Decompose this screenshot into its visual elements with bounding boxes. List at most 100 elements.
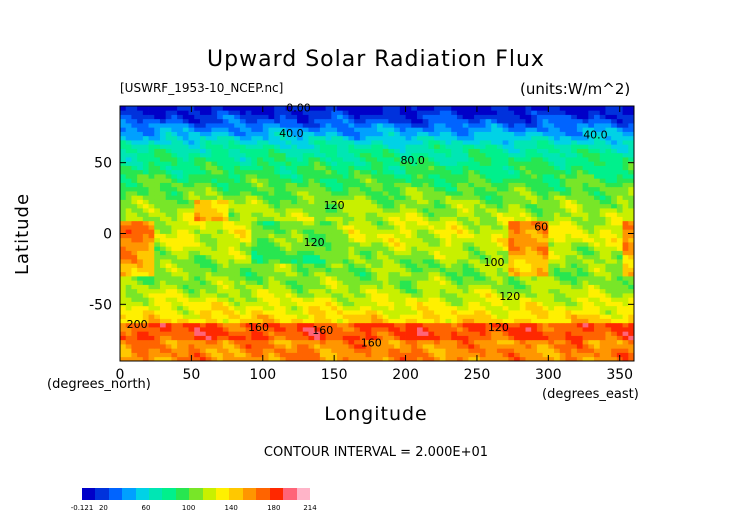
heatmap-cell <box>508 182 515 188</box>
heatmap-cell <box>582 169 589 175</box>
heatmap-cell <box>611 242 618 247</box>
heatmap-cell <box>171 229 178 234</box>
heatmap-cell <box>159 212 167 217</box>
heatmap-cell <box>148 169 155 175</box>
heatmap-cell <box>319 322 326 328</box>
heatmap-cell <box>211 203 218 209</box>
heatmap-cell <box>319 271 326 277</box>
heatmap-cell <box>314 178 321 183</box>
heatmap-cell <box>405 216 412 222</box>
heatmap-cell <box>628 174 635 179</box>
heatmap-cell <box>508 165 515 171</box>
heatmap-cell <box>120 318 127 324</box>
heatmap-cell <box>428 174 435 179</box>
heatmap-cell <box>588 335 595 341</box>
heatmap-cell <box>599 195 606 200</box>
heatmap-cell <box>228 157 235 162</box>
heatmap-cell <box>599 169 606 175</box>
heatmap-cell <box>365 356 372 362</box>
heatmap-cell <box>125 169 132 175</box>
heatmap-cell <box>125 216 132 222</box>
heatmap-cell <box>285 191 292 196</box>
heatmap-cell <box>268 310 275 315</box>
heatmap-cell <box>137 123 144 128</box>
heatmap-cell <box>371 186 378 192</box>
heatmap-cell <box>519 322 526 328</box>
heatmap-cell <box>411 178 418 183</box>
heatmap-cell <box>605 212 612 217</box>
heatmap-cell <box>159 152 167 158</box>
heatmap-cell <box>371 152 378 158</box>
heatmap-cell <box>388 339 395 345</box>
heatmap-cell <box>628 131 635 137</box>
heatmap-cell <box>297 165 304 171</box>
heatmap-cell <box>456 322 464 328</box>
heatmap-cell <box>439 157 446 162</box>
heatmap-cell <box>205 182 212 188</box>
heatmap-cell <box>536 174 544 179</box>
heatmap-cell <box>576 314 583 319</box>
heatmap-cell <box>479 237 486 243</box>
heatmap-cell <box>262 348 269 353</box>
heatmap-cell <box>365 344 372 349</box>
heatmap-cell <box>491 297 498 302</box>
heatmap-cell <box>148 280 155 285</box>
heatmap-cell <box>131 267 138 273</box>
heatmap-cell <box>257 356 264 362</box>
heatmap-cell <box>125 246 132 251</box>
heatmap-cell <box>148 178 155 183</box>
heatmap-cell <box>576 229 583 234</box>
heatmap-cell <box>217 293 224 298</box>
heatmap-cell <box>456 135 464 141</box>
heatmap-cell <box>262 225 269 230</box>
heatmap-cell <box>194 280 201 285</box>
heatmap-cell <box>576 131 583 137</box>
heatmap-cell <box>125 237 132 243</box>
heatmap-cell <box>611 271 618 277</box>
heatmap-cell <box>177 322 184 328</box>
heatmap-cell <box>302 293 309 298</box>
heatmap-cell <box>388 280 395 285</box>
heatmap-cell <box>594 250 601 256</box>
heatmap-cell <box>491 263 498 268</box>
heatmap-cell <box>125 344 132 349</box>
heatmap-cell <box>468 161 475 166</box>
heatmap-cell <box>365 161 372 166</box>
heatmap-cell <box>142 233 149 239</box>
heatmap-cell <box>411 165 418 171</box>
heatmap-cell <box>628 356 635 362</box>
heatmap-cell <box>131 140 138 145</box>
heatmap-cell <box>302 152 309 158</box>
heatmap-cell <box>148 310 155 315</box>
heatmap-cell <box>251 186 258 192</box>
heatmap-cell <box>582 327 589 332</box>
heatmap-cell <box>588 191 595 196</box>
heatmap-cell <box>405 305 412 311</box>
heatmap-cell <box>331 352 338 358</box>
heatmap-cell <box>514 310 521 315</box>
heatmap-cell <box>251 352 258 358</box>
heatmap-cell <box>291 199 298 205</box>
heatmap-cell <box>325 182 332 188</box>
heatmap-cell <box>325 144 332 149</box>
heatmap-cell <box>354 161 361 166</box>
heatmap-cell <box>474 284 481 290</box>
heatmap-cell <box>331 310 338 315</box>
heatmap-cell <box>422 254 429 260</box>
heatmap-cell <box>257 348 264 353</box>
heatmap-cell <box>616 339 623 345</box>
heatmap-cell <box>485 352 492 358</box>
heatmap-cell <box>428 220 435 226</box>
heatmap-cell <box>479 148 486 154</box>
heatmap-cell <box>268 297 275 302</box>
heatmap-cell <box>616 182 623 188</box>
heatmap-cell <box>228 331 235 336</box>
heatmap-cell <box>565 263 572 268</box>
heatmap-cell <box>628 237 635 243</box>
heatmap-cell <box>188 178 195 183</box>
heatmap-cell <box>314 293 321 298</box>
heatmap-cell <box>217 182 224 188</box>
heatmap-cell <box>502 310 509 315</box>
heatmap-cell <box>182 293 189 298</box>
heatmap-cell <box>342 271 349 277</box>
